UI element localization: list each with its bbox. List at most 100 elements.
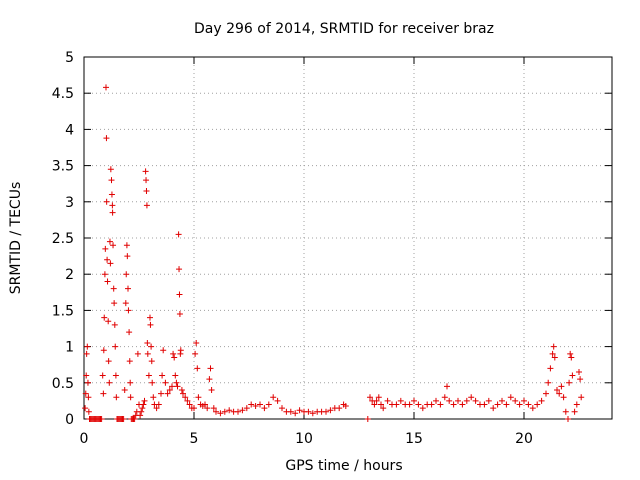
data-point: [171, 354, 178, 361]
data-point: [455, 397, 461, 404]
data-point: [428, 401, 435, 408]
data-point: [134, 350, 141, 357]
data-point: [323, 408, 329, 415]
data-point: [296, 407, 303, 414]
data-point: [571, 408, 578, 415]
data-point: [112, 343, 119, 350]
data-point: [248, 401, 255, 408]
x-tick-label: 0: [80, 431, 89, 447]
data-point: [567, 350, 574, 357]
y-tick-label: 1: [65, 340, 74, 356]
data-point: [481, 401, 488, 408]
data-point: [364, 416, 371, 422]
data-point: [110, 285, 117, 292]
data-point: [459, 401, 466, 408]
data-point: [175, 231, 182, 238]
data-point: [550, 343, 557, 350]
data-point: [122, 300, 129, 307]
data-point: [101, 271, 108, 278]
data-point: [112, 372, 119, 379]
data-point: [562, 408, 569, 415]
data-point: [153, 405, 160, 412]
data-point: [103, 198, 110, 205]
data-point: [554, 387, 560, 394]
data-point: [144, 339, 151, 346]
y-axis-title: SRMTID / TECUs: [8, 182, 24, 295]
data-point: [191, 405, 197, 412]
data-point: [143, 187, 150, 194]
data-point: [507, 394, 514, 401]
x-tick-labels: 0 5 10 15 20: [80, 431, 533, 447]
data-point: [573, 401, 580, 408]
data-point: [82, 390, 89, 397]
data-point: [221, 408, 228, 415]
data-point: [186, 401, 193, 408]
data-point: [207, 365, 214, 372]
data-point: [257, 401, 263, 408]
data-point: [384, 397, 391, 404]
data-point: [121, 387, 128, 394]
data-point: [109, 209, 116, 216]
y-tick-label: 0: [65, 412, 74, 428]
x-tick-label: 20: [515, 431, 533, 447]
data-points: [82, 84, 585, 422]
data-point: [148, 358, 155, 365]
data-point: [441, 394, 448, 401]
data-point: [206, 376, 213, 383]
data-point: [446, 397, 453, 404]
data-point: [155, 401, 162, 408]
data-point: [309, 410, 316, 417]
data-point: [160, 347, 167, 354]
data-point: [279, 405, 285, 412]
data-point: [217, 410, 224, 417]
data-point: [367, 394, 373, 401]
data-point: [463, 397, 470, 404]
data-point: [99, 372, 106, 379]
data-point: [85, 408, 92, 415]
data-point: [415, 401, 422, 408]
data-point: [270, 394, 277, 401]
data-point: [162, 379, 169, 386]
data-point: [83, 372, 90, 379]
data-point: [176, 291, 183, 298]
data-point: [159, 372, 166, 379]
y-tick-label: 3: [65, 195, 74, 211]
data-point: [406, 401, 413, 408]
data-point: [108, 191, 115, 198]
data-point: [84, 343, 91, 350]
data-point: [516, 401, 523, 408]
data-point: [83, 350, 90, 357]
x-tick-label: 15: [405, 431, 423, 447]
data-point: [101, 314, 108, 321]
data-point: [336, 405, 343, 412]
data-point: [100, 390, 107, 397]
data-point: [485, 397, 492, 404]
data-point: [113, 394, 120, 401]
data-point: [534, 401, 541, 408]
data-point: [150, 394, 157, 401]
data-point: [82, 405, 89, 412]
data-point: [174, 383, 181, 390]
data-point: [193, 339, 200, 346]
data-point: [164, 390, 171, 397]
data-point: [137, 412, 144, 419]
data-point: [142, 168, 149, 175]
data-point: [105, 358, 112, 365]
data-point: [239, 407, 246, 414]
data-point: [138, 408, 145, 415]
data-point: [125, 307, 132, 314]
data-point: [149, 379, 156, 386]
data-point: [107, 166, 114, 173]
data-point: [560, 394, 567, 401]
data-point: [204, 405, 211, 412]
data-point: [180, 390, 186, 397]
data-point: [106, 238, 113, 245]
data-point: [98, 416, 105, 422]
data-point: [569, 372, 576, 379]
data-point: [166, 387, 173, 394]
data-point: [565, 416, 571, 422]
data-point: [265, 401, 272, 408]
data-point: [545, 379, 552, 386]
data-point: [327, 407, 334, 414]
